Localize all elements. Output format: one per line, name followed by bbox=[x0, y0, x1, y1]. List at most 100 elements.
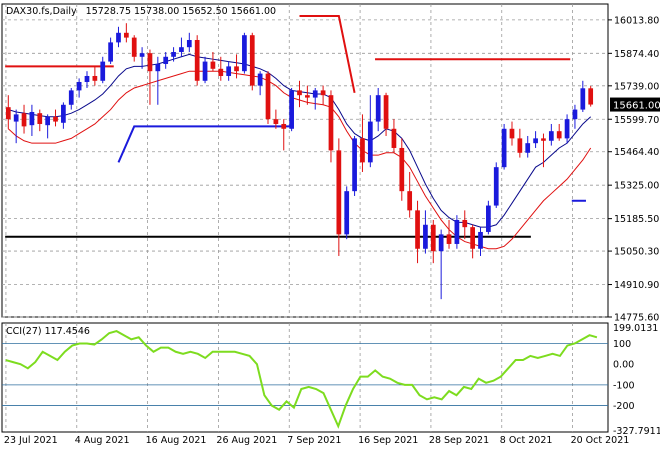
candle-body bbox=[533, 138, 538, 144]
x-tick-label: 23 Jul 2021 bbox=[4, 435, 58, 446]
candle-body bbox=[116, 32, 121, 43]
x-tick-label: 16 Aug 2021 bbox=[146, 435, 207, 446]
candle-body bbox=[108, 42, 113, 62]
x-tick-label: 26 Aug 2021 bbox=[216, 435, 277, 446]
candle-body bbox=[242, 35, 247, 72]
candle-body bbox=[202, 61, 208, 81]
candle-body bbox=[29, 111, 35, 126]
candle-body bbox=[556, 131, 562, 139]
candle-body bbox=[320, 90, 326, 96]
candle-body bbox=[423, 224, 428, 249]
candle-body bbox=[53, 116, 58, 122]
y-tick-label: 15464.40 bbox=[614, 147, 659, 158]
candle-body bbox=[100, 61, 106, 81]
candle-body bbox=[179, 47, 184, 52]
candle-body bbox=[438, 234, 444, 252]
y-tick-label: 15599.70 bbox=[614, 115, 659, 126]
candle-body bbox=[139, 53, 145, 57]
cci-tick-label: -327.7911 bbox=[613, 426, 660, 437]
candle-body bbox=[13, 114, 19, 122]
candle-body bbox=[226, 66, 232, 76]
cci-tick-label: 100 bbox=[613, 339, 631, 350]
candle-body bbox=[234, 66, 239, 72]
axes: 16013.80 15874.40 15739.00 15599.70 15464.40… bbox=[4, 15, 660, 446]
candle-body bbox=[478, 231, 483, 249]
candle-body bbox=[588, 88, 594, 105]
candle-body bbox=[194, 39, 200, 81]
candle-body bbox=[171, 51, 176, 57]
main-grid bbox=[1, 3, 609, 318]
candle-body bbox=[84, 75, 90, 82]
candle-body bbox=[68, 90, 74, 105]
candle-body bbox=[493, 167, 499, 206]
candle-body bbox=[375, 95, 381, 122]
candle-body bbox=[131, 37, 137, 57]
candle-body bbox=[186, 39, 192, 48]
current-price-label: 15661.00 bbox=[613, 101, 660, 112]
candle-body bbox=[517, 138, 523, 153]
cci-tick-label: -100 bbox=[613, 380, 635, 391]
candle-body bbox=[163, 56, 169, 64]
candle-body bbox=[297, 90, 302, 96]
candle-body bbox=[462, 219, 468, 228]
cci-tick-label: 0.00 bbox=[613, 360, 634, 371]
blue-trend-line bbox=[117, 125, 292, 163]
candle-body bbox=[399, 147, 405, 192]
y-tick-label: 16013.80 bbox=[614, 15, 659, 26]
candle-body bbox=[45, 116, 51, 126]
candle-body bbox=[61, 104, 66, 123]
candle-body bbox=[486, 205, 491, 232]
ohlc-label: 15728.75 15738.00 15652.50 15661.00 bbox=[86, 6, 276, 17]
candle-body bbox=[218, 68, 224, 76]
candle-body bbox=[470, 227, 475, 249]
candle-body bbox=[210, 61, 216, 69]
y-tick-label: 15325.00 bbox=[614, 181, 659, 192]
candle-body bbox=[123, 32, 129, 38]
candle-body bbox=[352, 138, 357, 192]
candle-body bbox=[257, 73, 263, 86]
candle-body bbox=[289, 90, 294, 129]
cci-header: CCI(27) 117.4546 bbox=[6, 326, 90, 337]
symbol-label: DAX30.fs,Daily bbox=[6, 6, 77, 17]
main-series bbox=[5, 14, 594, 300]
x-tick-label: 7 Sep 2021 bbox=[287, 435, 341, 446]
candle-body bbox=[5, 107, 11, 120]
candle-body bbox=[580, 88, 586, 110]
candle-body bbox=[273, 119, 279, 124]
candle-body bbox=[21, 113, 27, 127]
candle-body bbox=[344, 191, 350, 235]
pivot-line bbox=[299, 14, 356, 93]
candle-body bbox=[328, 95, 334, 151]
x-tick-label: 16 Sep 2021 bbox=[358, 435, 418, 446]
x-tick-label: 28 Sep 2021 bbox=[429, 435, 489, 446]
y-tick-label: 15185.50 bbox=[614, 214, 659, 225]
cci-tick-label: -200 bbox=[613, 401, 635, 412]
x-tick-label: 4 Aug 2021 bbox=[75, 435, 130, 446]
candle-body bbox=[147, 53, 153, 72]
candle-body bbox=[249, 35, 255, 86]
candle-body bbox=[407, 191, 413, 211]
current-price-box bbox=[610, 97, 660, 112]
candle-body bbox=[281, 123, 287, 129]
y-tick-label: 14775.60 bbox=[614, 313, 659, 324]
y-tick-label: 15739.00 bbox=[614, 81, 659, 92]
cci-series bbox=[5, 329, 598, 429]
cci-line bbox=[5, 329, 598, 429]
candle-body bbox=[525, 143, 531, 153]
candle-body bbox=[446, 234, 452, 244]
x-tick-label: 8 Oct 2021 bbox=[500, 435, 553, 446]
y-tick-label: 14910.90 bbox=[614, 280, 659, 291]
candle-body bbox=[155, 63, 161, 72]
candle-body bbox=[360, 138, 365, 163]
candle-body bbox=[305, 95, 310, 98]
candle-body bbox=[92, 75, 98, 81]
candle-body bbox=[564, 119, 570, 139]
cci-panel-frame bbox=[1, 322, 609, 433]
candle-body bbox=[541, 138, 546, 141]
candle-body bbox=[454, 219, 460, 244]
x-tick-label: 20 Oct 2021 bbox=[571, 435, 630, 446]
candle-body bbox=[76, 81, 82, 91]
candle-body bbox=[312, 90, 318, 98]
